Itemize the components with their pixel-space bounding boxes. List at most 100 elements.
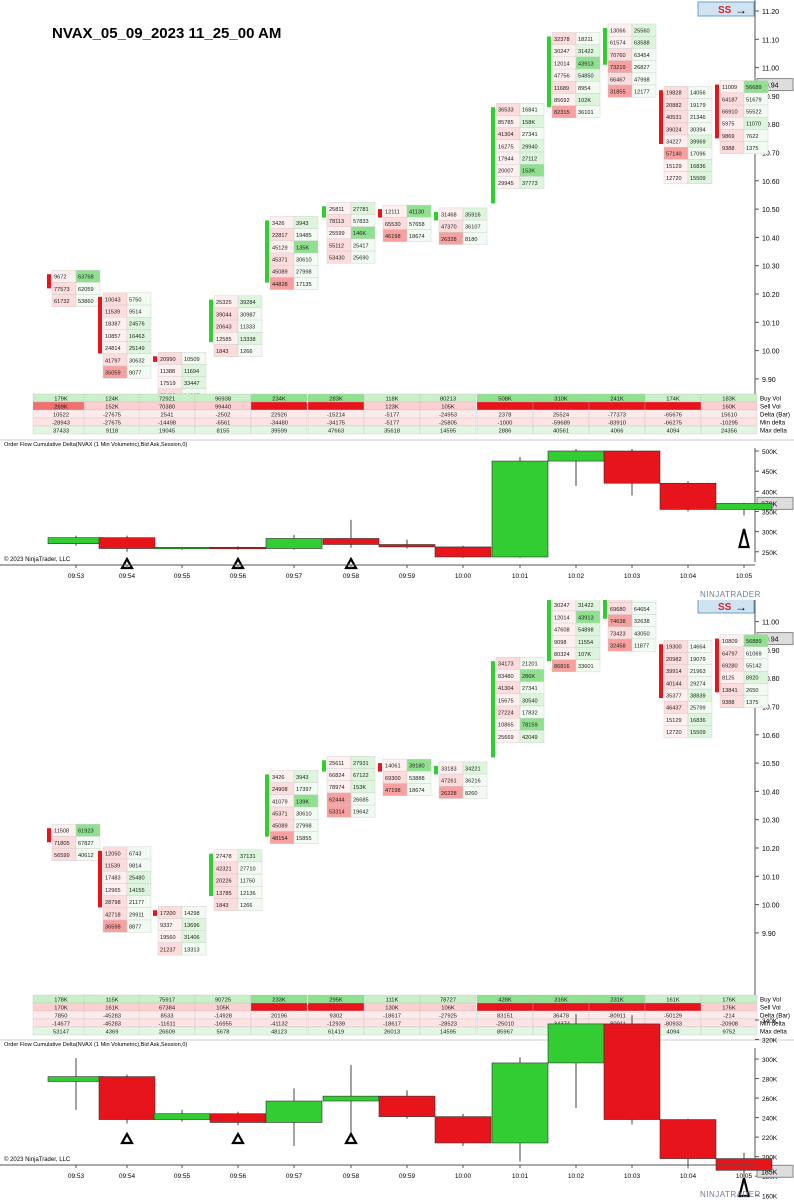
ladder-cell-ask	[293, 277, 319, 290]
ladder-bid-value: 25599	[329, 231, 345, 237]
ladder-ask-value: 8260	[465, 791, 477, 797]
ladder-ask-value: 18674	[409, 234, 425, 240]
ladder-ask-value: 21177	[129, 900, 144, 906]
ladder-bid-value: 10865	[498, 723, 514, 729]
stats-value: -80911	[608, 1013, 626, 1019]
ladder-ask-value: 11070	[746, 122, 761, 128]
ladder-bid-value: 20226	[216, 879, 232, 885]
ladder-ask-value: 29940	[522, 144, 538, 150]
ladder-bid-value: 70760	[610, 53, 626, 59]
ladder-ask-value: 32638	[634, 619, 650, 625]
ladder-bid-value: 66467	[610, 77, 626, 83]
price-tick-label: 10.60	[762, 733, 780, 740]
ladder-bid-value: 5975	[722, 122, 734, 128]
ladder-ask-value: 8920	[746, 676, 758, 682]
price-tick-label: 10.30	[762, 818, 780, 825]
stats-value: 183K	[722, 396, 736, 402]
ladder-ask-value: 19179	[690, 103, 706, 109]
stats-value: -12939	[327, 1021, 345, 1027]
time-tick-label: 10:04	[680, 1173, 697, 1180]
ladder-bid-value: 12965	[105, 888, 121, 894]
price-tick-label: 11.20	[762, 9, 779, 16]
stats-value: 161K	[105, 1005, 119, 1011]
ladder-bid-value: 44828	[272, 282, 288, 288]
ladder-bid-value: 15129	[666, 718, 682, 724]
ladder-bid-value: 41797	[105, 358, 121, 364]
time-tick-label: 09:57	[286, 573, 303, 580]
ladder-cell-ask	[687, 171, 713, 185]
stats-value: -20908	[720, 1021, 738, 1027]
ladder-ask-value: 42049	[522, 735, 538, 741]
stats-value: -5177	[385, 420, 400, 426]
price-tick-label: 10.80	[762, 676, 780, 683]
ladder-ask-value: 2650	[746, 688, 758, 694]
ladder-ask-value: 21963	[690, 669, 706, 675]
ladder-cell-ask	[181, 942, 207, 956]
stats-value: 24356	[721, 428, 737, 434]
ladder-bid-value: 69280	[722, 663, 738, 669]
stats-value: -80933	[664, 1021, 682, 1027]
ladder-ask-value: 14298	[184, 911, 200, 917]
ladder-ask-value: 14664	[690, 645, 706, 651]
stats-value: 160K	[722, 404, 736, 410]
ladder-cell-ask	[126, 919, 152, 933]
ladder-bid-value: 32378	[554, 37, 570, 43]
ss-badge	[697, 600, 755, 614]
ladder-ask-value: 102K	[578, 98, 591, 104]
ladder-cell-ask	[462, 232, 488, 245]
time-tick-label: 09:56	[230, 1173, 247, 1180]
ladder-ask-value: 1266	[240, 903, 252, 909]
ss-badge-text: SS	[718, 5, 732, 16]
ladder-cell-ask	[743, 141, 769, 154]
price-tick-label: 10.20	[762, 846, 780, 853]
ladder-ask-value: 146K	[353, 231, 366, 237]
ladder-ask-value: 27781	[353, 207, 369, 213]
price-tick-label: 10.90	[762, 94, 780, 101]
ladder-cell-ask	[631, 84, 657, 98]
ladder-ask-value: 15855	[296, 836, 312, 842]
time-tick-label: 09:58	[343, 573, 360, 580]
ladder-bid-value: 47261	[441, 779, 457, 785]
stats-value: 35618	[384, 428, 400, 434]
ladder-cell-ask	[237, 898, 263, 911]
ladder-bid-value: 39024	[666, 127, 682, 133]
ladder-bid-value: 26228	[441, 791, 457, 797]
ladder-bid-value: 13066	[610, 28, 626, 34]
ladder-ask-value: 9514	[129, 310, 141, 316]
ladder-ask-value: 39284	[240, 300, 256, 306]
price-tick-label: 10.40	[762, 789, 780, 796]
ladder-ask-value: 10509	[184, 357, 200, 363]
ladder-ask-value: 30987	[240, 312, 256, 318]
ladder-bid-value: 12014	[554, 615, 570, 621]
ladder-ask-value: 16836	[690, 164, 706, 170]
stats-value: 130K	[385, 1005, 399, 1011]
indicator-tick-label: 250K	[762, 550, 778, 557]
ladder-ask-value: 57658	[409, 222, 425, 228]
chart-title: NVAX_05_09_2023 11_25_00 AM	[52, 25, 281, 42]
stats-value: -83910	[608, 420, 626, 426]
chart-panel-2: NVAX_05_10_2023 12_38_31 AMSS→11.1011.00…	[0, 600, 794, 1200]
delta-candle	[491, 460, 549, 558]
ladder-ask-value: 13696	[184, 923, 200, 929]
ladder-bid-value: 18387	[105, 322, 121, 328]
stats-value: -50129	[664, 1013, 682, 1019]
stats-value: -10295	[720, 420, 738, 426]
ladder-bid-value: 25811	[329, 207, 344, 213]
stats-value: 75917	[159, 997, 175, 1003]
stats-value: 25524	[553, 412, 570, 418]
indicator-tick-label: 350K	[762, 509, 778, 516]
ladder-cell-ask	[126, 365, 152, 379]
ladder-candle	[322, 206, 326, 218]
delta-marker-triangle	[738, 528, 750, 549]
stats-row-label: Min delta	[760, 419, 786, 426]
ladder-bid-value: 11009	[722, 85, 737, 91]
ladder-bid-value: 64797	[722, 651, 738, 657]
copyright-text: © 2023 NinjaTrader, LLC	[4, 556, 71, 563]
ladder-bid-value: 9672	[54, 275, 66, 281]
stats-value: 234K	[272, 396, 286, 402]
delta-candle	[547, 450, 605, 462]
stats-value: 22926	[271, 412, 287, 418]
time-tick-label: 09:55	[174, 1173, 191, 1180]
ladder-ask-value: 61069	[746, 651, 762, 657]
ladder-ask-value: 11694	[184, 369, 199, 375]
